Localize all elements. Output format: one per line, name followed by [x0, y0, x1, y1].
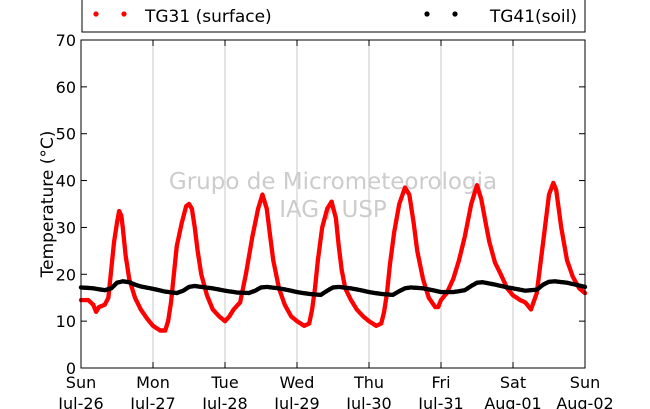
- legend-marker: [121, 11, 127, 17]
- x-tick-label-day: Tue: [210, 373, 238, 392]
- y-tick-label: 70: [56, 31, 76, 50]
- x-tick-label-day: Sun: [570, 373, 600, 392]
- y-tick-label: 40: [56, 172, 76, 191]
- y-tick-label: 20: [56, 265, 76, 284]
- watermark-text: Grupo de Micrometeorologia: [169, 169, 497, 195]
- legend-marker: [452, 11, 458, 17]
- series-soil: [78, 279, 588, 298]
- legend-item-soil: TG41(soil): [424, 7, 577, 27]
- y-tick-label: 30: [56, 218, 76, 237]
- axes: 0 10 20 30 40 50 60 70 Sun Jul-26 Mon Jul-27 Tue Jul-…: [56, 31, 614, 409]
- y-tick-label: 60: [56, 78, 76, 97]
- legend-marker: [93, 11, 99, 17]
- legend-label: TG31 (surface): [144, 7, 272, 27]
- x-tick-label-day: Sat: [500, 373, 526, 392]
- legend-marker: [424, 11, 430, 17]
- y-tick-label: 10: [56, 312, 76, 331]
- x-tick-label-date: Jul-30: [345, 394, 391, 409]
- series-surface: [78, 180, 588, 333]
- x-tick-label-date: Aug-01: [484, 394, 541, 409]
- x-tick-label-day: Sun: [66, 373, 96, 392]
- legend: TG31 (surface) TG41(soil): [81, 0, 586, 33]
- x-tick-label-day: Mon: [136, 373, 170, 392]
- x-tick-label-date: Jul-26: [57, 394, 103, 409]
- legend-item-surface: TG31 (surface): [93, 7, 272, 27]
- legend-label: TG41(soil): [489, 7, 577, 27]
- y-axis-label: Temperature (°C): [38, 131, 58, 279]
- x-tick-label-day: Thu: [353, 373, 384, 392]
- plot-area-frame: [80, 39, 586, 369]
- y-tick-label: 50: [56, 125, 76, 144]
- x-tick-label-day: Fri: [431, 373, 450, 392]
- x-tick-label-date: Jul-27: [129, 394, 175, 409]
- y-tick-label: 0: [66, 359, 76, 378]
- x-tick-label-day: Wed: [280, 373, 315, 392]
- x-tick-label-date: Jul-31: [417, 394, 463, 409]
- x-tick-label-date: Jul-29: [273, 394, 319, 409]
- x-tick-label-date: Aug-02: [556, 394, 613, 409]
- series-layer: [78, 180, 588, 333]
- gridlines: [152, 40, 514, 368]
- x-tick-label-date: Jul-28: [201, 394, 247, 409]
- legend-box: [81, 0, 586, 33]
